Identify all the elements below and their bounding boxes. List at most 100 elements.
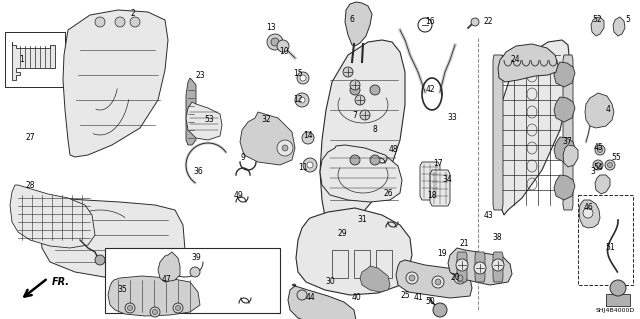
Text: 43: 43 — [484, 211, 494, 219]
Polygon shape — [420, 162, 440, 200]
Text: FR.: FR. — [52, 277, 70, 287]
Text: 39: 39 — [191, 254, 201, 263]
Circle shape — [115, 17, 125, 27]
Text: 17: 17 — [433, 159, 443, 167]
Polygon shape — [63, 10, 168, 157]
Circle shape — [432, 276, 444, 288]
Bar — [606, 294, 630, 306]
Text: 48: 48 — [388, 145, 398, 153]
Polygon shape — [448, 248, 512, 285]
Circle shape — [610, 280, 626, 296]
Polygon shape — [12, 42, 55, 80]
Circle shape — [454, 272, 466, 284]
Polygon shape — [288, 284, 356, 319]
Polygon shape — [563, 145, 578, 167]
Text: 53: 53 — [204, 115, 214, 124]
Circle shape — [595, 145, 605, 155]
Text: 35: 35 — [117, 286, 127, 294]
Circle shape — [355, 95, 365, 105]
Circle shape — [299, 97, 305, 103]
Text: 11: 11 — [298, 164, 308, 173]
Polygon shape — [240, 112, 295, 165]
Bar — [332, 250, 348, 278]
Text: 30: 30 — [325, 277, 335, 286]
Circle shape — [297, 72, 309, 84]
Polygon shape — [430, 170, 450, 206]
Polygon shape — [345, 2, 372, 46]
Circle shape — [282, 145, 288, 151]
Text: 33: 33 — [447, 114, 457, 122]
Text: 9: 9 — [241, 153, 245, 162]
Circle shape — [435, 279, 441, 285]
Polygon shape — [579, 200, 600, 228]
Circle shape — [190, 267, 200, 277]
Circle shape — [595, 162, 600, 167]
Text: 51: 51 — [605, 243, 615, 253]
Polygon shape — [186, 78, 196, 145]
Text: 46: 46 — [583, 204, 593, 212]
Polygon shape — [10, 185, 95, 248]
Polygon shape — [320, 40, 405, 235]
Circle shape — [302, 132, 314, 144]
Text: 1: 1 — [20, 56, 24, 64]
Circle shape — [605, 160, 615, 170]
Text: 41: 41 — [413, 293, 423, 302]
Bar — [105, 248, 280, 313]
Circle shape — [130, 17, 140, 27]
Circle shape — [492, 259, 504, 271]
Circle shape — [370, 85, 380, 95]
Polygon shape — [554, 62, 575, 87]
Circle shape — [95, 255, 105, 265]
Text: 26: 26 — [383, 189, 393, 198]
Circle shape — [300, 75, 306, 81]
Polygon shape — [158, 252, 180, 282]
Text: 32: 32 — [261, 115, 271, 124]
Bar — [5, 32, 65, 87]
Circle shape — [457, 275, 463, 281]
Text: 47: 47 — [161, 276, 171, 285]
Text: 15: 15 — [293, 70, 303, 78]
Circle shape — [307, 162, 313, 168]
Circle shape — [370, 155, 380, 165]
Circle shape — [471, 18, 479, 26]
Polygon shape — [493, 252, 503, 282]
Polygon shape — [591, 17, 604, 36]
Text: 12: 12 — [293, 95, 303, 105]
Text: 52: 52 — [592, 16, 602, 25]
Circle shape — [150, 307, 160, 317]
Polygon shape — [498, 44, 558, 82]
Polygon shape — [108, 276, 200, 316]
Circle shape — [303, 158, 317, 172]
Polygon shape — [360, 266, 390, 292]
Circle shape — [593, 160, 603, 170]
Polygon shape — [475, 252, 485, 282]
Text: 4: 4 — [605, 106, 611, 115]
Text: 40: 40 — [352, 293, 362, 302]
Text: 28: 28 — [25, 181, 35, 189]
Circle shape — [277, 140, 293, 156]
Polygon shape — [457, 252, 467, 282]
Circle shape — [598, 147, 602, 152]
Polygon shape — [563, 55, 573, 210]
Polygon shape — [554, 137, 575, 162]
Circle shape — [607, 162, 612, 167]
Text: 55: 55 — [611, 153, 621, 162]
Circle shape — [343, 67, 353, 77]
Circle shape — [350, 85, 360, 95]
Circle shape — [406, 272, 418, 284]
Polygon shape — [585, 93, 614, 128]
Bar — [578, 195, 633, 285]
Text: 24: 24 — [510, 56, 520, 64]
Circle shape — [583, 208, 593, 218]
Polygon shape — [320, 145, 402, 202]
Text: 22: 22 — [483, 18, 493, 26]
Text: 42: 42 — [425, 85, 435, 94]
Circle shape — [125, 303, 135, 313]
Text: 23: 23 — [195, 70, 205, 79]
Text: 20: 20 — [450, 273, 460, 283]
Text: 8: 8 — [372, 125, 378, 135]
Text: 18: 18 — [428, 191, 436, 201]
Text: 34: 34 — [442, 175, 452, 184]
Circle shape — [175, 306, 180, 310]
Polygon shape — [493, 55, 503, 210]
